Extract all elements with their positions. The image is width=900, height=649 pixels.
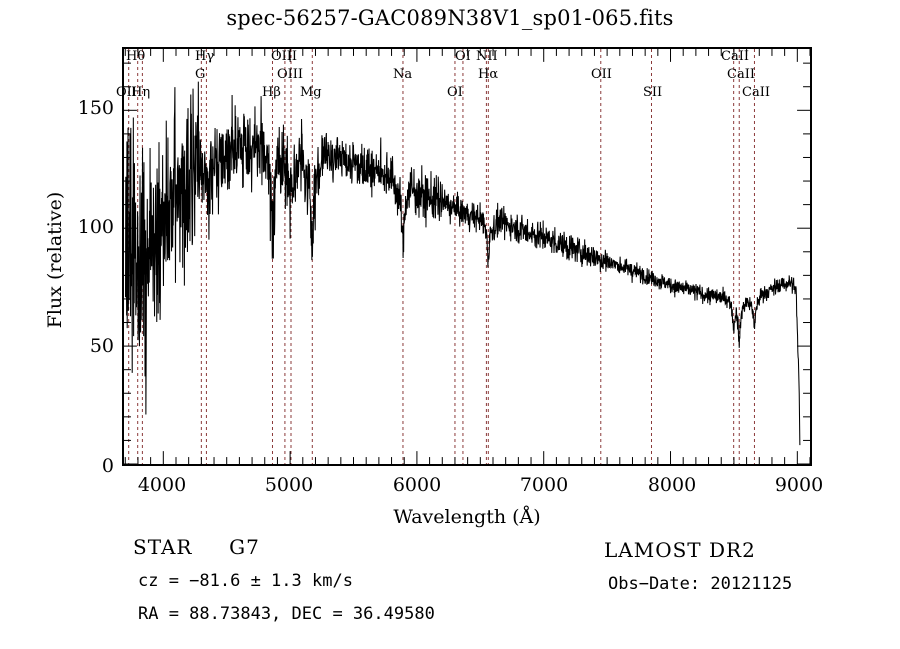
x-tick-label: 8000 [647, 474, 697, 496]
spectral-line-label: OII [116, 85, 137, 100]
spectral-line-label: OI [455, 49, 471, 64]
spectral-line-label: NII [476, 49, 498, 64]
object-class: STAR [133, 535, 193, 559]
x-tick-label: 6000 [392, 474, 442, 496]
spectrum-plot-frame [122, 47, 812, 466]
survey-label: LAMOST DR2 [604, 538, 756, 562]
y-tick-label: 0 [101, 455, 114, 477]
y-tick-label: 100 [77, 216, 114, 238]
spectral-line-label: CaII [742, 85, 770, 100]
spectrum-canvas [124, 49, 810, 464]
obs-date-line: Obs−Date: 20121125 [608, 574, 793, 594]
spectral-line-label: OII [591, 67, 612, 82]
spectral-line-label: CaII [721, 49, 749, 64]
flux-trace [126, 82, 800, 446]
spectral-line-label: Hθ [126, 49, 146, 64]
x-tick-label: 4000 [137, 474, 187, 496]
x-tick-label: 5000 [264, 474, 314, 496]
spectral-line-label: Na [393, 67, 413, 82]
spectral-line-label: OI [447, 85, 463, 100]
spectral-line-label: Mg [300, 85, 322, 100]
object-class-line: STAR G7 [133, 535, 260, 559]
redshift-line: cz = −81.6 ± 1.3 km/s [138, 571, 353, 591]
x-tick-label: 9000 [774, 474, 824, 496]
y-axis-title-wrap: Flux (relative) [40, 110, 70, 410]
x-tick-label: 7000 [519, 474, 569, 496]
spectral-line-label: OIII [277, 67, 304, 82]
x-axis-title: Wavelength (Å) [393, 506, 541, 528]
spectral-line-label: Hα [478, 67, 499, 82]
spectral-line-label: Hγ [195, 49, 215, 64]
spectral-line-label: OIII [271, 49, 298, 64]
page-title: spec-56257-GAC089N38V1_sp01-065.fits [226, 6, 674, 30]
axis-ticks [124, 49, 810, 464]
spectral-line-label: G [195, 67, 206, 82]
y-tick-label: 150 [77, 97, 114, 119]
y-tick-label: 50 [89, 335, 114, 357]
spectral-type: G7 [229, 535, 260, 559]
spectral-line-label: Hβ [262, 85, 281, 100]
spectral-line-label: Hη [131, 85, 151, 100]
spectral-line-label: SII [643, 85, 663, 100]
line-markers [129, 49, 755, 464]
y-axis-title: Flux (relative) [44, 191, 66, 329]
coordinates-line: RA = 88.73843, DEC = 36.49580 [138, 604, 435, 624]
spectral-line-label: CaII [727, 67, 755, 82]
